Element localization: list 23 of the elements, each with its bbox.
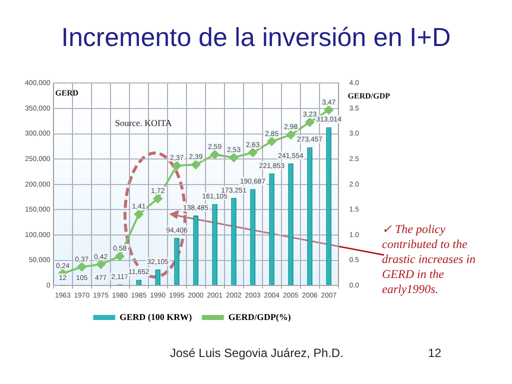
annotation: Source. KOITA xyxy=(115,118,172,128)
y-axis-title: GERD xyxy=(55,88,79,98)
text: 12 xyxy=(428,346,442,360)
point xyxy=(267,136,276,146)
chart-title: Incremento de la inversión en I+D xyxy=(60,22,452,53)
y2-axis-title: GERD/GDP xyxy=(348,91,390,100)
point xyxy=(96,260,106,269)
point xyxy=(191,160,200,170)
point xyxy=(229,153,238,162)
text: ✓ The policy contributed to the drastic increases in GERD in the early1990s. xyxy=(382,222,477,297)
point xyxy=(305,118,314,127)
point xyxy=(248,148,258,158)
point xyxy=(172,161,182,170)
point xyxy=(134,210,144,219)
point xyxy=(324,106,334,115)
point xyxy=(210,150,220,160)
text: José Luis Segovia Juárez, Ph.D. xyxy=(170,346,344,360)
point xyxy=(286,130,296,140)
point xyxy=(77,262,86,272)
legend-label: GERD/GDP(%) xyxy=(228,312,291,322)
point xyxy=(153,194,162,204)
legend-label: GERD (100 KRW) xyxy=(120,312,192,322)
point xyxy=(115,252,124,261)
